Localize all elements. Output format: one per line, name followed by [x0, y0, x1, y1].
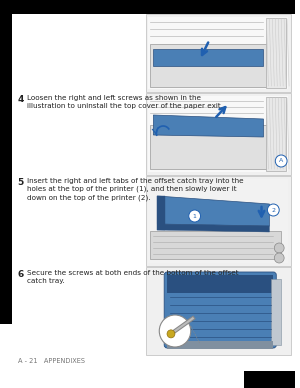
Circle shape: [189, 210, 201, 222]
Text: 6: 6: [18, 270, 24, 279]
Bar: [150, 44, 272, 87]
Bar: [148, 17, 288, 89]
Bar: [146, 267, 291, 355]
Bar: [150, 231, 281, 259]
Text: Loosen the right and left screws as shown in the
illustration to uninstall the t: Loosen the right and left screws as show…: [26, 95, 223, 109]
Bar: [266, 18, 286, 88]
Text: 4: 4: [18, 95, 24, 104]
Bar: [167, 341, 273, 349]
Bar: [146, 176, 291, 266]
Circle shape: [275, 155, 287, 167]
Polygon shape: [153, 49, 263, 66]
Text: A - 21   APPENDIXES: A - 21 APPENDIXES: [18, 358, 85, 364]
Bar: [0, 0, 295, 14]
Circle shape: [159, 315, 191, 347]
Circle shape: [267, 204, 279, 216]
Bar: [266, 97, 286, 171]
Bar: [272, 279, 281, 345]
Text: A: A: [279, 159, 283, 163]
Polygon shape: [153, 115, 263, 137]
Polygon shape: [157, 196, 165, 230]
Bar: [148, 270, 288, 352]
Bar: [150, 125, 272, 169]
Bar: [148, 96, 288, 172]
Circle shape: [274, 253, 284, 263]
Bar: [167, 275, 273, 293]
Text: Insert the right and left tabs of the offset catch tray into the
holes at the to: Insert the right and left tabs of the of…: [26, 178, 243, 201]
Text: 5: 5: [18, 178, 24, 187]
Polygon shape: [157, 196, 269, 226]
Bar: [146, 14, 291, 92]
FancyBboxPatch shape: [164, 272, 276, 348]
Bar: [0, 14, 12, 324]
Bar: [244, 371, 295, 388]
Text: Secure the screws at both ends of the bottom of the offset
catch tray.: Secure the screws at both ends of the bo…: [26, 270, 238, 284]
Bar: [146, 93, 291, 175]
Circle shape: [274, 243, 284, 253]
Circle shape: [167, 330, 175, 338]
Polygon shape: [157, 224, 269, 232]
Text: 2: 2: [271, 208, 275, 213]
Text: 1: 1: [193, 213, 196, 218]
Bar: [148, 179, 288, 263]
